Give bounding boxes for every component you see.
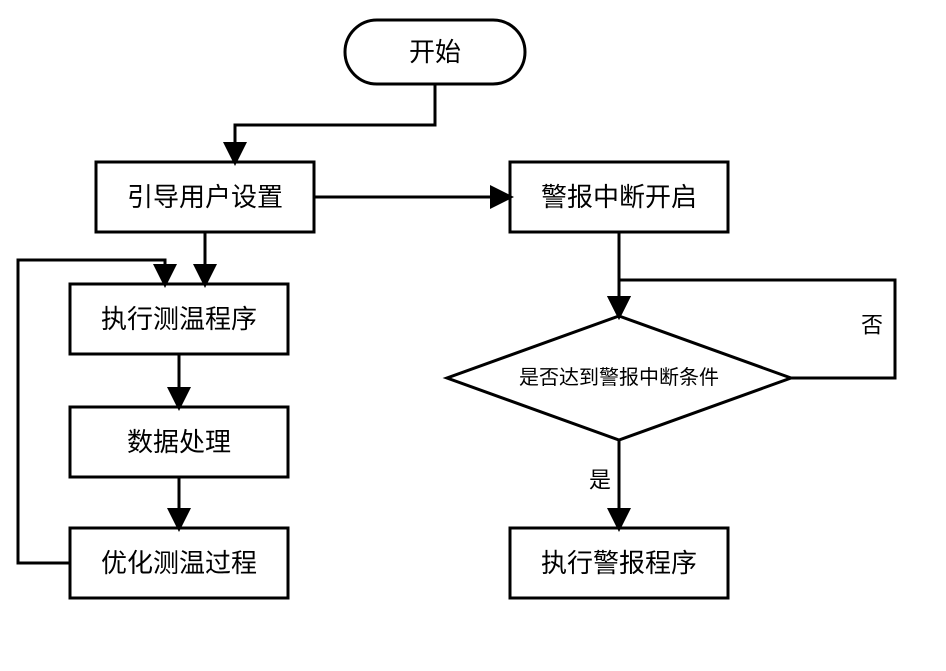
node-exec-alarm-label: 执行警报程序 [541,548,697,578]
node-data-proc-label: 数据处理 [127,427,231,457]
node-guide-label: 引导用户设置 [127,182,283,212]
node-start-label: 开始 [409,37,461,67]
node-exec-temp-label: 执行测温程序 [101,304,257,334]
label-yes: 是 [589,468,611,493]
edge-start-guide [235,84,435,162]
flowchart-svg: 开始 引导用户设置 警报中断开启 执行测温程序 数据处理 优化测温过程 是否达到… [0,0,946,671]
node-optimize-label: 优化测温过程 [101,548,257,578]
label-no: 否 [861,313,883,338]
node-alarm-on-label: 警报中断开启 [541,182,697,212]
node-decision-label: 是否达到警报中断条件 [519,366,719,389]
